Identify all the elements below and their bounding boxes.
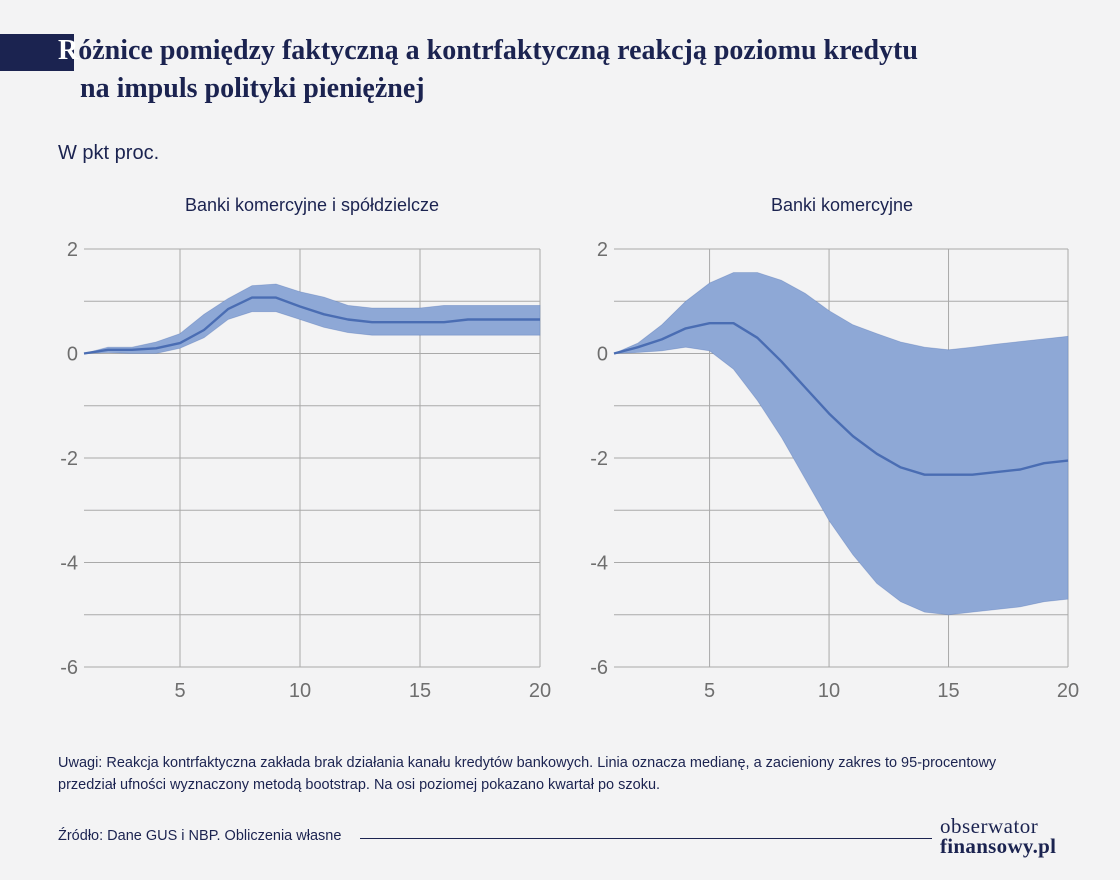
note-line-1: Uwagi: Reakcja kontrfaktyczna zakłada br… [58, 755, 997, 771]
left-panel-title: Banki komercyjne i spółdzielcze [184, 195, 440, 215]
chart-right-y-tick-label: 0 [597, 344, 608, 366]
chart-left-median-line [83, 296, 540, 355]
logo-line-1: obserwator [940, 814, 1039, 838]
chart-left-x-tick-label: 15 [409, 680, 431, 702]
unit-label: W pkt proc. [58, 142, 160, 164]
chart-right-y-tick-label: -6 [590, 657, 608, 679]
note-line-2: przedział ufności wyznaczony metodą boot… [58, 777, 661, 793]
source-text: Źródło: Dane GUS i NBP. Obliczenia własn… [58, 828, 342, 844]
chart-left-y-tick-label: 2 [67, 239, 78, 261]
chart-right-y-tick-label: -2 [590, 448, 608, 470]
chart-right-x-tick-label: 5 [704, 680, 715, 702]
chart-left-x-tick-label: 5 [174, 680, 185, 702]
source-divider [360, 838, 932, 839]
chart-right-confidence-band [613, 272, 1069, 616]
chart-right-median-line [613, 322, 1069, 476]
title-line-1: óżnice pomiędzy faktyczną a kontrfaktycz… [78, 35, 918, 66]
chart-right-x-tick-label: 20 [1057, 680, 1079, 702]
title-accent-bar [0, 34, 74, 71]
chart-title: Różnice pomiędzy faktyczną a kontrfaktyc… [58, 32, 1098, 108]
chart-left-y-tick-label: -6 [60, 657, 78, 679]
right-panel-title: Banki komercyjne [770, 195, 914, 215]
chart-right-x-tick-label: 15 [937, 680, 959, 702]
chart-right-x-tick-label: 10 [818, 680, 840, 702]
title-initial: R [58, 35, 79, 66]
chart-left-y-tick-label: 0 [67, 344, 78, 366]
chart-left-x-tick-label: 10 [289, 680, 311, 702]
chart-note: Uwagi: Reakcja kontrfaktyczna zakłada br… [58, 752, 1058, 796]
chart-right-y-tick-label: -4 [590, 553, 608, 575]
chart-left-y-tick-label: -4 [60, 553, 78, 575]
publisher-logo: obserwator finansowy.pl [940, 814, 1080, 858]
chart-left-confidence-band [83, 283, 541, 354]
chart-left-x-tick-label: 20 [529, 680, 551, 702]
chart-right-y-tick-label: 2 [597, 239, 608, 261]
logo-line-2: finansowy.pl [940, 834, 1057, 858]
chart-left-y-tick-label: -2 [60, 448, 78, 470]
title-line-2: na impuls polityki pieniężnej [80, 73, 425, 104]
